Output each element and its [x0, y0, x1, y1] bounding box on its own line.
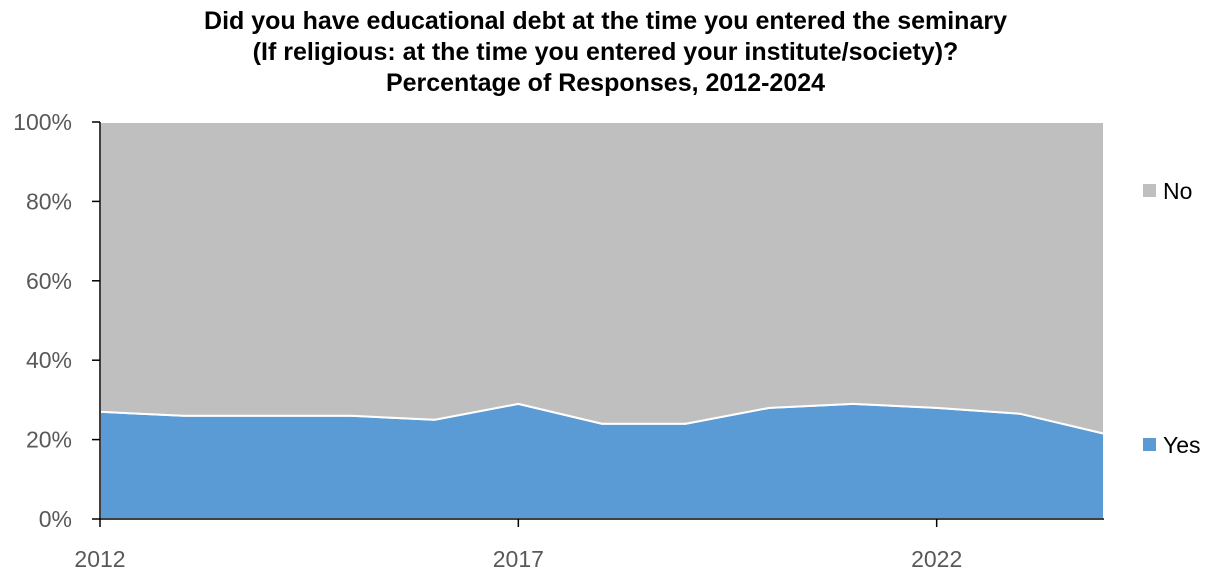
chart-title: Did you have educational debt at the tim… — [0, 6, 1211, 99]
chart-title-line-2: (If religious: at the time you entered y… — [252, 38, 959, 66]
y-tick-label: 0% — [39, 506, 72, 532]
y-tick-label: 100% — [13, 109, 72, 135]
y-tick-label: 40% — [26, 347, 72, 373]
chart-title-line-1: Did you have educational debt at the tim… — [204, 7, 1007, 35]
x-tick-label: 2022 — [911, 546, 962, 569]
y-tick-label: 20% — [26, 427, 72, 453]
legend-swatch-no — [1143, 184, 1156, 197]
y-tick-label: 60% — [26, 268, 72, 294]
legend: No Yes — [1143, 178, 1201, 458]
y-tick-label: 80% — [26, 188, 72, 214]
x-tick-label: 2012 — [74, 546, 125, 569]
legend-swatch-yes — [1143, 438, 1156, 451]
plot-area — [99, 121, 1105, 520]
legend-label-no: No — [1163, 178, 1192, 204]
area-series-no — [99, 121, 1105, 435]
axes: 0% 20% 40% 60% 80% 100% 2012 2017 2022 — [13, 109, 1104, 569]
legend-label-yes: Yes — [1163, 432, 1201, 458]
chart-title-line-3: Percentage of Responses, 2012-2024 — [385, 69, 826, 97]
x-tick-label: 2017 — [493, 546, 544, 569]
